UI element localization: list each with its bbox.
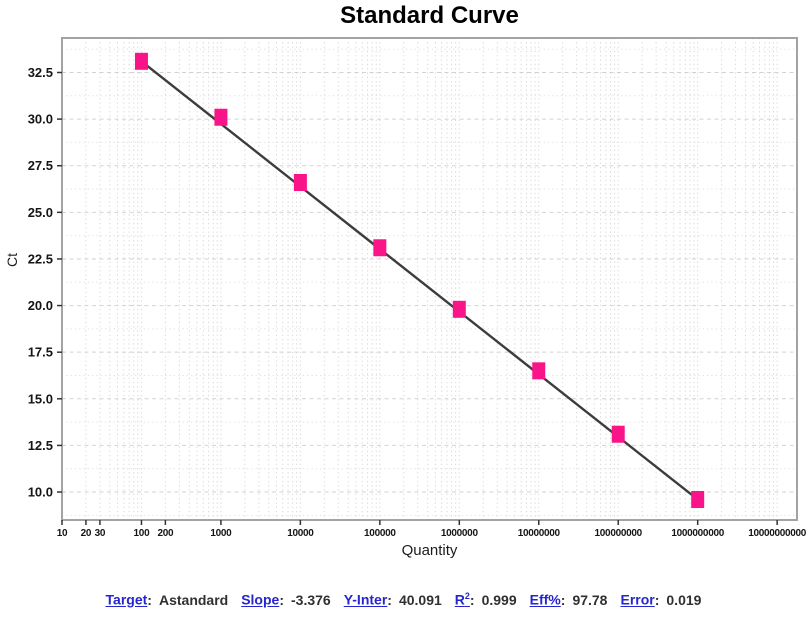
x-tick-label: 10 bbox=[57, 528, 68, 539]
x-tick-label: 1000000 bbox=[441, 528, 479, 539]
x-tick-label: 10000 bbox=[287, 528, 314, 539]
x-tick-label: 100 bbox=[134, 528, 151, 539]
data-point[interactable] bbox=[691, 490, 705, 508]
standard-curve-plot: 10 20 30 100 200 1000 10000 100000 1000000 100000… bbox=[28, 37, 807, 539]
x-tick-label: 10000000000 bbox=[748, 528, 807, 539]
stat-error-value: 0.019 bbox=[666, 591, 702, 608]
plot-border bbox=[61, 37, 798, 521]
stat-r-squared-value: 0.999 bbox=[481, 591, 517, 608]
data-point[interactable] bbox=[214, 108, 228, 126]
stats-bar: Target: Astandard Slope: -3.376 Y-Inter:40… bbox=[0, 591, 807, 608]
stat-eff-pct-label[interactable]: Eff% bbox=[529, 591, 561, 608]
stat-error: Error:0.019 bbox=[620, 591, 702, 608]
axis-ticks-and-labels: 10 20 30 100 200 1000 10000 100000 1000000 100000… bbox=[28, 65, 807, 539]
stat-r-squared: R2:0.999 bbox=[454, 591, 517, 608]
data-point[interactable] bbox=[532, 362, 546, 380]
stat-r-squared-label[interactable]: R2 bbox=[454, 591, 470, 608]
data-point[interactable] bbox=[452, 300, 466, 318]
stat-slope: Slope: -3.376 bbox=[241, 591, 331, 608]
y-axis-title: Ct bbox=[4, 253, 20, 267]
x-tick-label: 100000000 bbox=[595, 528, 643, 539]
x-tick-label: 10000000 bbox=[518, 528, 561, 539]
stat-y-inter-value: 40.091 bbox=[398, 591, 442, 608]
stat-eff-pct-value: 97.78 bbox=[572, 591, 608, 608]
y-tick-label: 22.5 bbox=[28, 251, 53, 266]
x-tick-label: 200 bbox=[157, 528, 174, 539]
data-point[interactable] bbox=[134, 52, 148, 70]
y-tick-label: 30.0 bbox=[28, 112, 53, 127]
stat-y-inter: Y-Inter:40.091 bbox=[343, 591, 442, 608]
regression-line bbox=[140, 60, 699, 501]
stat-error-label[interactable]: Error bbox=[620, 591, 655, 608]
x-axis-title: Quantity bbox=[401, 542, 458, 559]
x-tick-label: 1000000000 bbox=[671, 528, 724, 539]
data-point[interactable] bbox=[611, 425, 625, 443]
y-tick-label: 32.5 bbox=[28, 65, 53, 80]
x-tick-label: 20 bbox=[81, 528, 92, 539]
chart-title: Standard Curve bbox=[340, 2, 519, 29]
y-tick-label: 12.5 bbox=[28, 438, 53, 453]
y-tick-label: 10.0 bbox=[28, 485, 53, 500]
stat-target-value: Astandard bbox=[158, 591, 229, 608]
y-tick-label: 15.0 bbox=[28, 391, 53, 406]
data-point[interactable] bbox=[293, 174, 307, 192]
stat-target: Target: Astandard bbox=[105, 591, 229, 608]
stat-target-label[interactable]: Target bbox=[105, 591, 148, 608]
x-tick-label: 100000 bbox=[364, 528, 396, 539]
y-tick-label: 17.5 bbox=[28, 345, 53, 360]
x-tick-label: 1000 bbox=[210, 528, 232, 539]
y-tick-label: 27.5 bbox=[28, 158, 53, 173]
x-tick-label: 30 bbox=[95, 528, 106, 539]
stat-slope-label[interactable]: Slope bbox=[241, 591, 280, 608]
gridlines bbox=[62, 38, 797, 520]
stat-y-inter-label[interactable]: Y-Inter bbox=[343, 591, 388, 608]
y-tick-label: 25.0 bbox=[28, 205, 53, 220]
stat-slope-value: -3.376 bbox=[291, 591, 331, 608]
y-tick-label: 20.0 bbox=[28, 298, 53, 313]
data-point[interactable] bbox=[373, 239, 387, 257]
stat-eff-pct: Eff%:97.78 bbox=[529, 591, 608, 608]
